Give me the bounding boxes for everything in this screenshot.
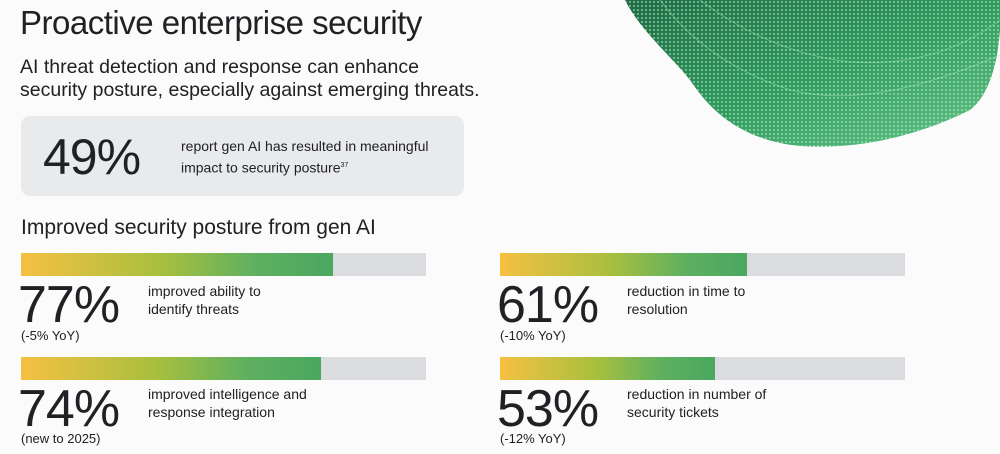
- highlight-card: 49% report gen AI has resulted in meanin…: [21, 116, 464, 196]
- stat-note: (-5% YoY): [21, 328, 80, 343]
- bar-intelligence-integration: [21, 357, 321, 380]
- bar-time-to-resolution: [500, 253, 748, 276]
- stat-note: (-10% YoY): [500, 328, 566, 343]
- stat-label: improved intelligence and response integ…: [148, 386, 307, 420]
- bar-identify-threats: [21, 253, 333, 276]
- stat-value: 61%: [497, 276, 599, 334]
- page-subtitle: AI threat detection and response can enh…: [20, 56, 480, 101]
- bar-track: [500, 253, 905, 276]
- stat-value: 77%: [18, 276, 120, 334]
- section-heading: Improved security posture from gen AI: [21, 216, 376, 239]
- stat-label: reduction in time to resolution: [627, 283, 746, 317]
- bar-track: [21, 253, 426, 276]
- highlight-description: report gen AI has resulted in meaningful…: [181, 137, 451, 178]
- stat-label: reduction in number of security tickets: [627, 386, 767, 420]
- page-title: Proactive enterprise security: [20, 4, 422, 41]
- bar-security-tickets: [500, 357, 715, 380]
- stat-note: (-12% YoY): [500, 431, 566, 446]
- dotted-mesh-graphic: [625, 0, 1000, 147]
- highlight-description-text: report gen AI has resulted in meaningful…: [181, 138, 429, 176]
- highlight-footnote: 37: [340, 162, 349, 169]
- stat-note: (new to 2025): [21, 431, 101, 446]
- stat-value: 53%: [497, 380, 599, 438]
- stat-label: improved ability to identify threats: [148, 283, 261, 317]
- bar-track: [500, 357, 905, 380]
- bar-track: [21, 357, 426, 380]
- stat-value: 74%: [18, 380, 120, 438]
- highlight-value: 49%: [43, 129, 141, 185]
